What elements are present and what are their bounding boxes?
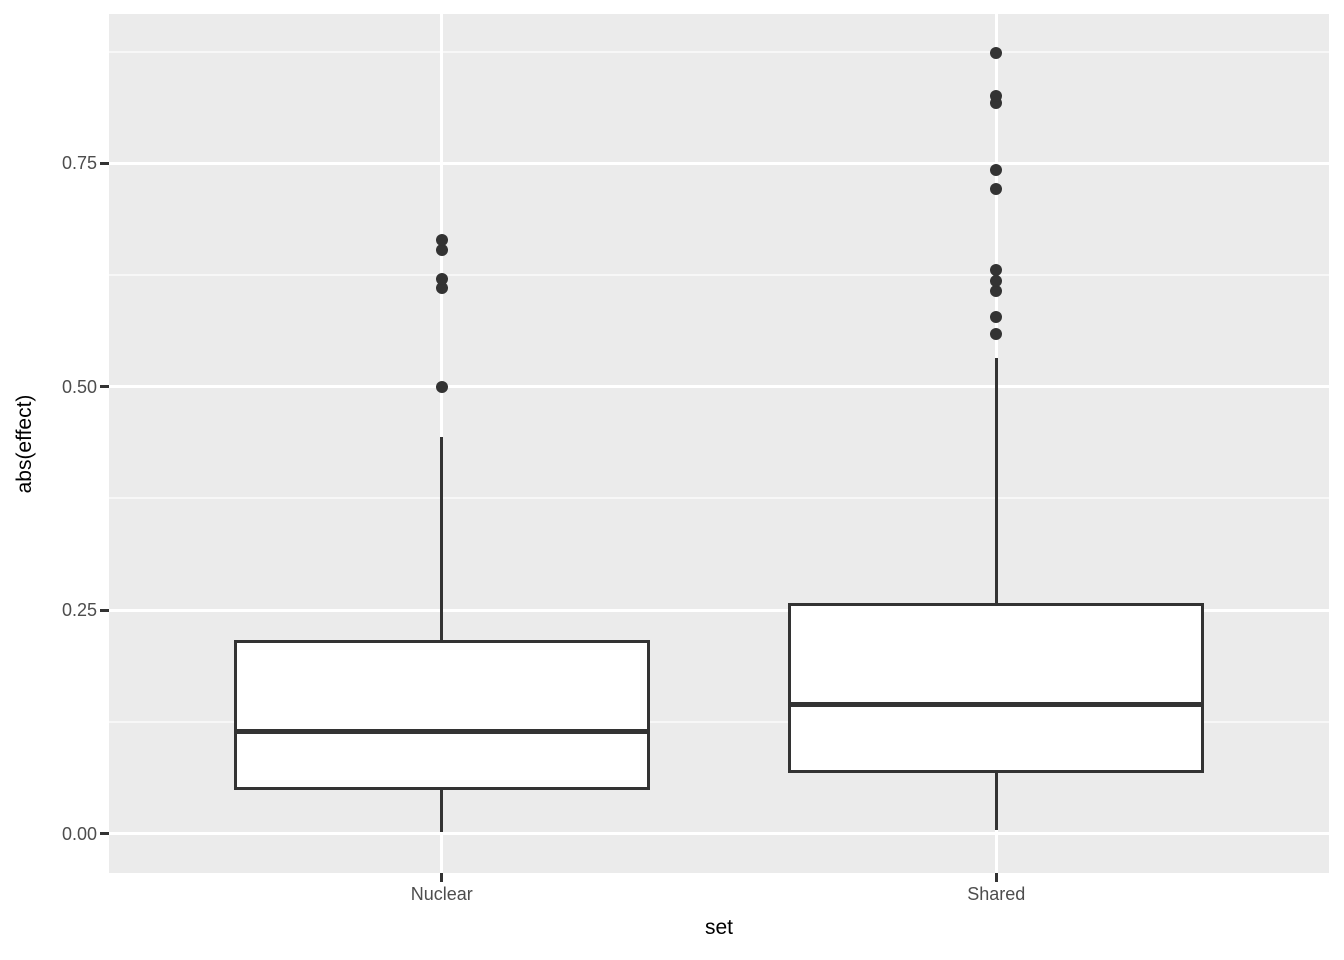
minor-gridline [109, 497, 1329, 500]
y-axis-title: abs(effect) [13, 394, 36, 494]
y-tick-mark [100, 608, 109, 612]
x-tick-label-shared: Shared [967, 884, 1026, 904]
outlier-point-shared [990, 328, 1003, 340]
outlier-point-shared [990, 47, 1003, 60]
x-axis-title: set [704, 916, 734, 939]
lower-whisker-shared [994, 772, 998, 831]
outlier-point-nuclear [435, 243, 448, 256]
upper-whisker-nuclear [440, 436, 444, 640]
median-line-shared [788, 702, 1205, 708]
y-tick-mark [100, 161, 109, 165]
y-tick-mark [100, 832, 109, 836]
plot-panel [109, 14, 1329, 873]
major-gridline [109, 385, 1329, 389]
minor-gridline [109, 720, 1329, 723]
major-gridline [109, 161, 1329, 165]
minor-gridline [109, 274, 1329, 276]
outlier-point-shared [990, 285, 1003, 298]
lower-whisker-nuclear [440, 789, 444, 832]
outlier-point-shared [990, 183, 1003, 196]
outlier-point-shared [990, 275, 1003, 288]
y-tick-label: 0.00 [61, 823, 97, 844]
y-tick-label: 0.75 [61, 153, 97, 174]
major-gridline [109, 608, 1329, 612]
major-gridline [109, 832, 1329, 836]
y-tick-label: 0.25 [61, 600, 97, 621]
outlier-point-shared [990, 263, 1003, 276]
y-tick-mark [100, 385, 109, 389]
minor-gridline [109, 50, 1329, 53]
box-shared [788, 603, 1205, 773]
x-tick-mark [994, 873, 998, 882]
outlier-point-shared [990, 164, 1003, 177]
outlier-point-nuclear [435, 380, 448, 393]
outlier-point-nuclear [435, 272, 448, 285]
outlier-point-nuclear [435, 282, 448, 295]
box-nuclear [233, 639, 650, 790]
x-tick-mark [440, 873, 444, 882]
outlier-point-nuclear [435, 234, 448, 247]
x-tick-label-nuclear: Nuclear [410, 884, 473, 904]
median-line-nuclear [233, 729, 650, 735]
y-tick-label: 0.50 [61, 376, 97, 397]
outlier-point-shared [990, 311, 1003, 324]
upper-whisker-shared [994, 358, 998, 604]
outlier-point-shared [990, 90, 1003, 103]
